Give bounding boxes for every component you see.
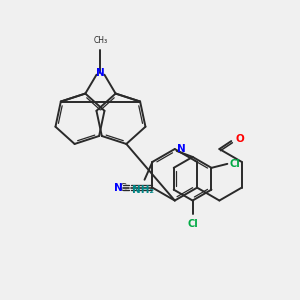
Text: C: C [120, 183, 127, 193]
Text: Cl: Cl [187, 219, 198, 230]
Text: O: O [235, 134, 244, 144]
Text: CH₃: CH₃ [93, 36, 107, 45]
Text: N: N [114, 183, 123, 193]
Text: N: N [177, 144, 185, 154]
Text: NH₂: NH₂ [132, 185, 154, 195]
Text: N: N [96, 68, 105, 78]
Text: Cl: Cl [229, 159, 240, 169]
